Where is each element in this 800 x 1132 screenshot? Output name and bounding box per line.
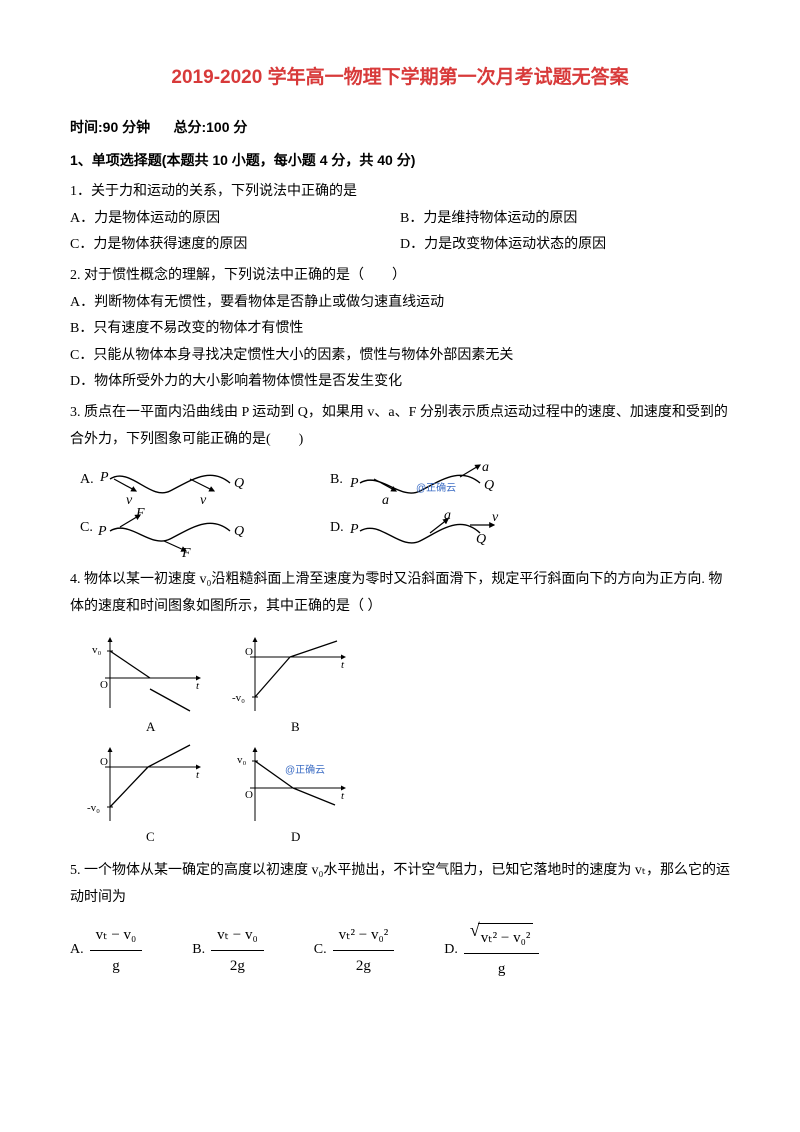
q1-opt-c: C．力是物体获得速度的原因 [70, 232, 400, 259]
q2-stem: 2. 对于惯性概念的理解，下列说法中正确的是（ ） [70, 263, 730, 290]
svg-text:v: v [200, 493, 207, 508]
svg-text:A: A [146, 719, 156, 734]
svg-text:D.: D. [330, 520, 344, 535]
svg-text:P: P [97, 524, 107, 539]
svg-text:C: C [146, 829, 155, 844]
svg-text:B: B [291, 719, 300, 734]
svg-text:v: v [126, 493, 133, 508]
exam-meta: 时间:90 分钟 总分:100 分 [70, 114, 730, 141]
q5-opt-c: C. vₜ² − v₀² 2g [314, 921, 394, 981]
svg-text:A.: A. [80, 472, 94, 487]
svg-text:Q: Q [234, 476, 244, 491]
svg-text:P: P [349, 522, 359, 537]
svg-text:P: P [99, 470, 109, 485]
q3-stem: 3. 质点在一平面内沿曲线由 P 运动到 Q，如果用 v、a、F 分别表示质点运… [70, 400, 730, 453]
svg-text:t: t [196, 769, 200, 781]
q2-opt-b: B．只有速度不易改变的物体才有惯性 [70, 316, 730, 343]
svg-text:v₀: v₀ [237, 754, 247, 766]
q5-opt-d: D. √vₜ² − v₀² g [444, 918, 539, 984]
q1-opt-b: B．力是维持物体运动的原因 [400, 206, 730, 233]
q5-stem: 5. 一个物体从某一确定的高度以初速度 v₀水平抛出，不计空气阻力，已知它落地时… [70, 858, 730, 911]
q4-figure: O t v₀ A O t -v₀ B [70, 628, 730, 848]
question-2: 2. 对于惯性概念的理解，下列说法中正确的是（ ） A．判断物体有无惯性，要看物… [70, 263, 730, 396]
svg-text:-v₀: -v₀ [87, 802, 100, 814]
svg-text:D: D [291, 829, 300, 844]
svg-text:a: a [382, 493, 389, 508]
q2-opt-d: D．物体所受外力的大小影响着物体惯性是否发生变化 [70, 369, 730, 396]
q5-options: A. vₜ − v₀ g B. vₜ − v₀ 2g C. vₜ² − v₀² … [70, 918, 730, 984]
svg-text:t: t [341, 659, 345, 671]
q2-opt-a: A．判断物体有无惯性，要看物体是否静止或做匀速直线运动 [70, 290, 730, 317]
svg-text:B.: B. [330, 472, 343, 487]
question-4: 4. 物体以某一初速度 v₀沿粗糙斜面上滑至速度为零时又沿斜面滑下，规定平行斜面… [70, 567, 730, 848]
q3-figure: A. P v v Q B. P a a Q @正确云 [70, 461, 730, 557]
svg-text:O: O [100, 679, 108, 691]
svg-text:C.: C. [80, 520, 93, 535]
svg-text:F: F [135, 506, 145, 521]
svg-text:v: v [492, 510, 499, 525]
q5-opt-a: A. vₜ − v₀ g [70, 921, 142, 981]
total-score: 总分:100 分 [173, 119, 247, 135]
svg-text:O: O [245, 789, 253, 801]
q1-stem: 1．关于力和运动的关系，下列说法中正确的是 [70, 179, 730, 206]
svg-text:v₀: v₀ [92, 644, 102, 656]
q1-opt-a: A．力是物体运动的原因 [70, 206, 400, 233]
svg-text:t: t [341, 790, 345, 802]
svg-text:O: O [245, 646, 253, 658]
q4-stem: 4. 物体以某一初速度 v₀沿粗糙斜面上滑至速度为零时又沿斜面滑下，规定平行斜面… [70, 567, 730, 620]
q5-opt-b: B. vₜ − v₀ 2g [192, 921, 263, 981]
svg-text:Q: Q [234, 524, 244, 539]
svg-text:t: t [196, 680, 200, 692]
q2-opt-c: C．只能从物体本身寻找决定惯性大小的因素，惯性与物体外部因素无关 [70, 343, 730, 370]
q1-opt-d: D．力是改变物体运动状态的原因 [400, 232, 730, 259]
svg-text:O: O [100, 756, 108, 768]
svg-text:F: F [181, 546, 191, 557]
svg-text:@正确云: @正确云 [285, 763, 325, 776]
svg-text:a: a [482, 461, 489, 475]
section-1-heading: 1、单项选择题(本题共 10 小题，每小题 4 分，共 40 分) [70, 147, 730, 174]
page-title: 2019-2020 学年高一物理下学期第一次月考试题无答案 [70, 60, 730, 96]
svg-text:P: P [349, 476, 359, 491]
svg-text:Q: Q [476, 532, 486, 547]
question-1: 1．关于力和运动的关系，下列说法中正确的是 A．力是物体运动的原因 B．力是维持… [70, 179, 730, 259]
svg-text:Q: Q [484, 478, 494, 493]
svg-text:a: a [444, 508, 451, 523]
svg-text:-v₀: -v₀ [232, 692, 245, 704]
time-limit: 时间:90 分钟 [70, 119, 150, 135]
question-3: 3. 质点在一平面内沿曲线由 P 运动到 Q，如果用 v、a、F 分别表示质点运… [70, 400, 730, 557]
svg-text:@正确云: @正确云 [416, 481, 456, 494]
question-5: 5. 一个物体从某一确定的高度以初速度 v₀水平抛出，不计空气阻力，已知它落地时… [70, 858, 730, 983]
